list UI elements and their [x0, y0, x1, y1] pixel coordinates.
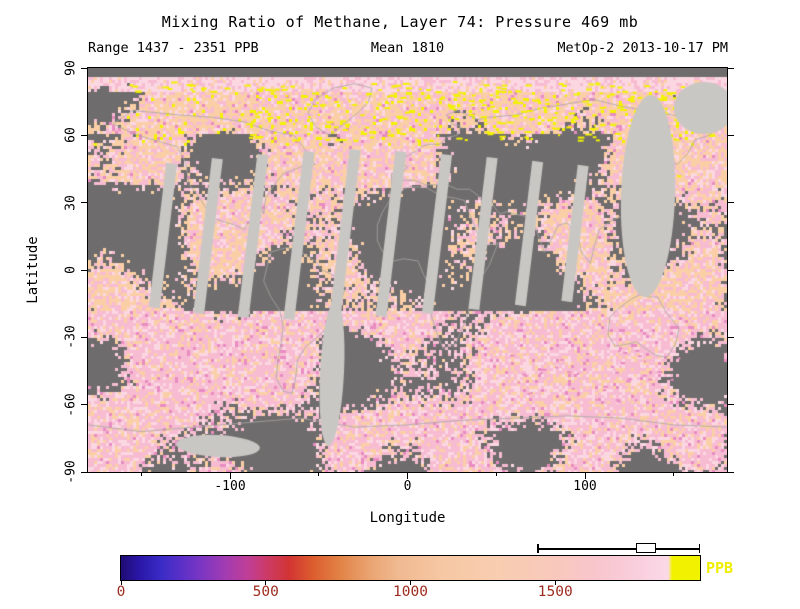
- y-tick-label: 30: [63, 194, 79, 211]
- y-tick-mark-left: [81, 134, 87, 136]
- methane-heatmap-canvas: [88, 68, 727, 472]
- colorbar-tick-mark: [120, 581, 122, 585]
- y-tick-mark-left: [81, 471, 87, 473]
- colorbar-range-min-cap: [537, 544, 539, 553]
- x-minor-tick-mark: [495, 473, 497, 476]
- x-tick-label: 0: [403, 479, 412, 494]
- y-tick-mark-right: [728, 269, 734, 271]
- colorbar-range-line: [537, 548, 700, 550]
- x-tick-label: -100: [214, 479, 246, 494]
- x-tick-mark: [584, 473, 586, 479]
- x-tick-label: 100: [573, 479, 597, 494]
- range-annotation: Range 1437 - 2351 PPB: [88, 40, 259, 56]
- colorbar-range-max-cap: [698, 544, 700, 553]
- y-axis-title: Latitude: [25, 236, 41, 304]
- y-tick-mark-right: [728, 404, 734, 406]
- colorbar-units-label: PPB: [706, 559, 734, 577]
- y-tick-mark-right: [728, 202, 734, 204]
- x-axis-title: Longitude: [369, 510, 446, 526]
- mean-annotation: Mean 1810: [370, 40, 445, 56]
- map-plot-frame: [87, 67, 728, 473]
- y-tick-label: -60: [63, 392, 79, 417]
- colorbar-tick-label: 0: [116, 584, 126, 600]
- x-tick-mark: [407, 473, 408, 479]
- x-minor-tick-mark: [673, 473, 675, 476]
- colorbar-tick-label: 500: [252, 584, 279, 600]
- colorbar-tick-mark: [410, 581, 411, 585]
- x-minor-tick-mark: [140, 473, 142, 476]
- colorbar-tick-mark: [265, 581, 267, 585]
- y-tick-label: 0: [63, 266, 79, 274]
- colorbar-gradient: [120, 555, 701, 581]
- y-tick-mark-left: [81, 67, 87, 69]
- y-tick-mark-right: [728, 134, 734, 136]
- y-tick-mark-left: [81, 336, 87, 338]
- x-tick-mark: [229, 473, 231, 479]
- y-tick-mark-right: [728, 67, 734, 69]
- colorbar-tick-label: 1000: [393, 584, 428, 600]
- colorbar-tick-mark: [554, 581, 556, 585]
- y-tick-label: -30: [63, 325, 79, 350]
- y-tick-mark-left: [81, 202, 87, 204]
- y-tick-mark-right: [728, 336, 734, 338]
- y-tick-label: 60: [63, 127, 79, 144]
- y-tick-label: -90: [63, 460, 79, 484]
- colorbar-tick-label: 1500: [537, 584, 573, 600]
- y-tick-mark-left: [81, 269, 87, 271]
- source-date-annotation: MetOp-2 2013-10-17 PM: [557, 40, 728, 56]
- plot-title: Mixing Ratio of Methane, Layer 74: Press…: [161, 13, 639, 31]
- y-tick-mark-right: [728, 471, 734, 473]
- y-tick-label: 90: [63, 60, 79, 76]
- x-minor-tick-mark: [318, 473, 320, 476]
- colorbar-mean-marker: [635, 543, 656, 553]
- y-tick-mark-left: [81, 404, 87, 406]
